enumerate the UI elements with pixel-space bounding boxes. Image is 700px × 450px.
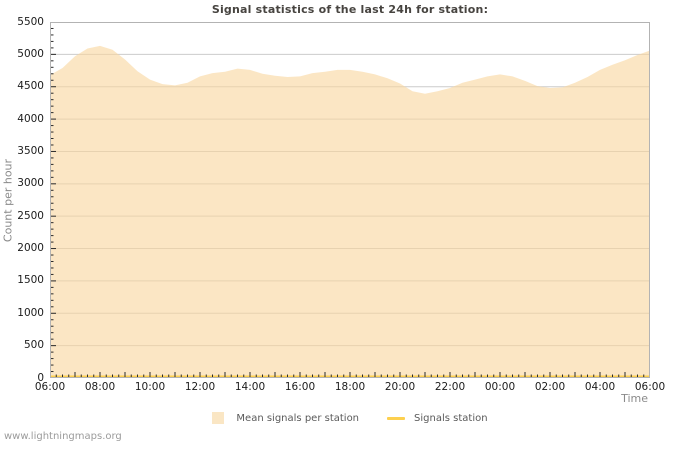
legend-line-swatch-icon	[387, 416, 406, 420]
x-tick-label: 20:00	[384, 381, 416, 393]
x-tick-label: 12:00	[184, 381, 216, 393]
y-tick-label: 2500	[17, 209, 44, 222]
y-tick-label: 1500	[17, 274, 44, 287]
y-tick-label: 5000	[17, 47, 44, 60]
y-tick-label: 0	[37, 371, 44, 384]
y-tick-label: 2000	[17, 242, 44, 255]
x-tick-label: 18:00	[334, 381, 366, 393]
x-tick-label: 10:00	[134, 381, 166, 393]
x-tick-label: 06:00	[34, 381, 66, 393]
x-tick-label: 22:00	[434, 381, 466, 393]
plot-border	[50, 22, 650, 378]
watermark: www.lightningmaps.org	[4, 431, 122, 442]
y-tick-label: 3500	[17, 144, 44, 157]
y-tick-label: 5500	[17, 15, 44, 28]
x-tick-label: 08:00	[84, 381, 116, 393]
area-mean-signals	[50, 45, 650, 378]
x-tick-label: 04:00	[584, 381, 616, 393]
y-tick-label: 500	[23, 339, 44, 352]
chart-title: Signal statistics of the last 24h for st…	[211, 3, 489, 16]
plot-area	[50, 22, 650, 378]
y-tick-label: 3000	[17, 177, 44, 190]
x-tick-label: 06:00	[634, 381, 666, 393]
legend: Mean signals per station Signals station	[0, 412, 700, 424]
x-tick-label: 16:00	[284, 381, 316, 393]
x-tick-label: 14:00	[234, 381, 266, 393]
x-tick-label: 02:00	[534, 381, 566, 393]
legend-label-mean-signals: Mean signals per station	[236, 412, 360, 424]
legend-label-signals-station: Signals station	[414, 412, 488, 424]
y-tick-label: 1000	[17, 306, 44, 319]
x-axis-title: Time	[621, 392, 648, 405]
y-tick-label: 4500	[17, 80, 44, 93]
x-tick-label: 00:00	[484, 381, 516, 393]
y-tick-label: 4000	[17, 112, 44, 125]
legend-area-swatch-icon	[212, 412, 225, 424]
x-axis-tick-labels: 06:00 08:00 10:00 12:00 14:00 16:00 18:00 20:00…	[35, 381, 665, 395]
